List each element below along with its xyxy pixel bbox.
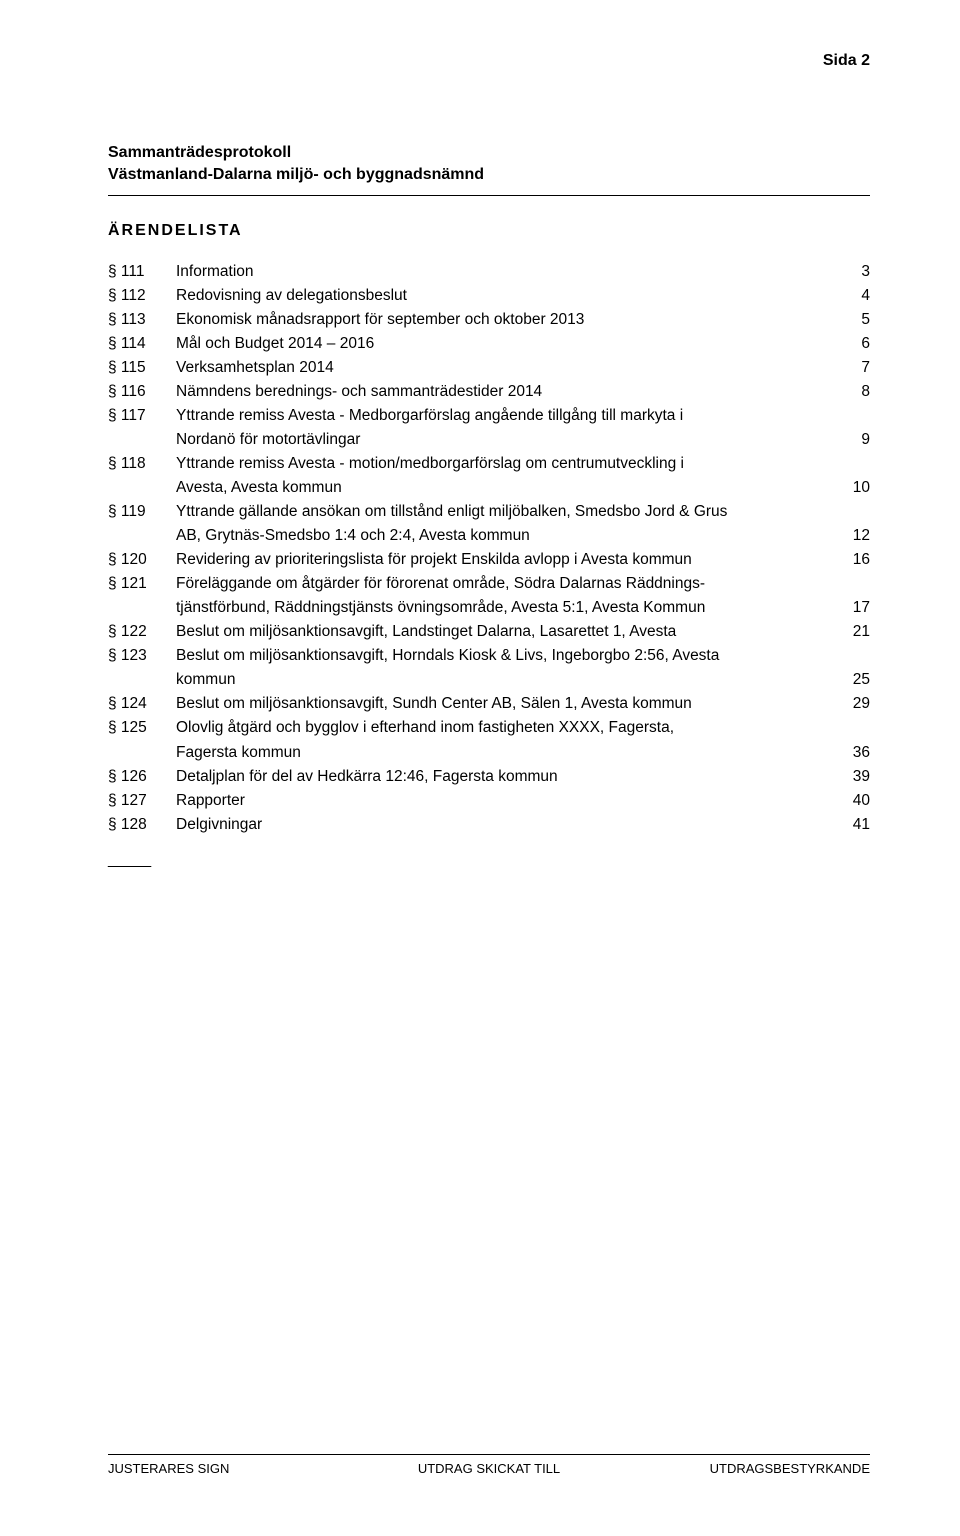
item-page: 39: [838, 765, 870, 789]
page-footer: JUSTERARES SIGN UTDRAG SKICKAT TILL UTDR…: [108, 1454, 870, 1476]
item-section: § 116: [108, 380, 176, 404]
list-item: § 114Mål och Budget 2014 – 20166: [108, 332, 870, 356]
item-section: § 122: [108, 620, 176, 644]
list-item: § 126Detaljplan för del av Hedkärra 12:4…: [108, 765, 870, 789]
item-text: Olovlig åtgärd och bygglov i efterhand i…: [176, 716, 838, 740]
item-page: 5: [838, 308, 870, 332]
item-text: Föreläggande om åtgärder för förorenat o…: [176, 572, 838, 596]
item-text: tjänstförbund, Räddningstjänsts övningso…: [176, 596, 838, 620]
item-text: Fagersta kommun: [176, 741, 838, 765]
page-number: Sida 2: [823, 52, 870, 70]
item-section: § 124: [108, 692, 176, 716]
list-item: § 111Information3: [108, 260, 870, 284]
footer-row: JUSTERARES SIGN UTDRAG SKICKAT TILL UTDR…: [108, 1461, 870, 1476]
item-page: 17: [838, 596, 870, 620]
list-item: § 127Rapporter40: [108, 789, 870, 813]
list-item: § 124Beslut om miljösanktionsavgift, Sun…: [108, 692, 870, 716]
item-text: Revidering av prioriteringslista för pro…: [176, 548, 838, 572]
item-text: Beslut om miljösanktionsavgift, Sundh Ce…: [176, 692, 838, 716]
item-text: Nämndens berednings- och sammanträdestid…: [176, 380, 838, 404]
item-section: § 119: [108, 500, 176, 524]
item-page: 40: [838, 789, 870, 813]
list-item: § 113Ekonomisk månadsrapport för septemb…: [108, 308, 870, 332]
item-text: Redovisning av delegationsbeslut: [176, 284, 838, 308]
list-item: § 123Beslut om miljösanktionsavgift, Hor…: [108, 644, 870, 668]
footer-left: JUSTERARES SIGN: [108, 1461, 362, 1476]
item-section: § 114: [108, 332, 176, 356]
item-page: 29: [838, 692, 870, 716]
list-item-continuation: AB, Grytnäs-Smedsbo 1:4 och 2:4, Avesta …: [108, 524, 870, 548]
list-item-continuation: Avesta, Avesta kommun10: [108, 476, 870, 500]
list-item-continuation: Fagersta kommun36: [108, 741, 870, 765]
list-item: § 128Delgivningar41: [108, 813, 870, 837]
item-section: § 128: [108, 813, 176, 837]
list-item: § 115Verksamhetsplan 20147: [108, 356, 870, 380]
list-item-continuation: tjänstförbund, Räddningstjänsts övningso…: [108, 596, 870, 620]
list-item: § 112Redovisning av delegationsbeslut4: [108, 284, 870, 308]
header-line-2: Västmanland-Dalarna miljö- och byggnadsn…: [108, 164, 870, 186]
item-section: § 127: [108, 789, 176, 813]
item-section: § 111: [108, 260, 176, 284]
item-text: Avesta, Avesta kommun: [176, 476, 838, 500]
item-text: Beslut om miljösanktionsavgift, Landstin…: [176, 620, 838, 644]
list-item-continuation: kommun25: [108, 668, 870, 692]
item-text: Information: [176, 260, 838, 284]
item-page: 8: [838, 380, 870, 404]
item-text: Yttrande remiss Avesta - Medborgarförsla…: [176, 404, 838, 428]
item-page: 25: [838, 668, 870, 692]
item-section: § 120: [108, 548, 176, 572]
item-text: Beslut om miljösanktionsavgift, Horndals…: [176, 644, 838, 668]
item-section: § 121: [108, 572, 176, 596]
item-text: kommun: [176, 668, 838, 692]
document-page: Sida 2 Sammanträdesprotokoll Västmanland…: [0, 0, 960, 1536]
item-text: AB, Grytnäs-Smedsbo 1:4 och 2:4, Avesta …: [176, 524, 838, 548]
item-section: § 113: [108, 308, 176, 332]
item-section: § 123: [108, 644, 176, 668]
header-line-1: Sammanträdesprotokoll: [108, 142, 870, 164]
item-text: Nordanö för motortävlingar: [176, 428, 838, 452]
item-section: § 126: [108, 765, 176, 789]
footer-rule: [108, 1454, 870, 1455]
list-item: § 116Nämndens berednings- och sammanträd…: [108, 380, 870, 404]
item-page: 9: [838, 428, 870, 452]
item-page: 21: [838, 620, 870, 644]
item-text: Mål och Budget 2014 – 2016: [176, 332, 838, 356]
list-item: § 125Olovlig åtgärd och bygglov i efterh…: [108, 716, 870, 740]
item-section: § 112: [108, 284, 176, 308]
item-page: 41: [838, 813, 870, 837]
signature-line: _____: [108, 851, 870, 869]
list-item: § 118Yttrande remiss Avesta - motion/med…: [108, 452, 870, 476]
item-page: 7: [838, 356, 870, 380]
item-section: § 118: [108, 452, 176, 476]
item-text: Yttrande remiss Avesta - motion/medborga…: [176, 452, 838, 476]
item-section: § 115: [108, 356, 176, 380]
item-page: 4: [838, 284, 870, 308]
footer-center: UTDRAG SKICKAT TILL: [362, 1461, 616, 1476]
item-page: 3: [838, 260, 870, 284]
item-section: § 125: [108, 716, 176, 740]
item-text: Rapporter: [176, 789, 838, 813]
item-page: 6: [838, 332, 870, 356]
list-item: § 122Beslut om miljösanktionsavgift, Lan…: [108, 620, 870, 644]
list-item: § 119Yttrande gällande ansökan om tillst…: [108, 500, 870, 524]
arendelista-list: § 111Information3§ 112Redovisning av del…: [108, 260, 870, 836]
item-text: Detaljplan för del av Hedkärra 12:46, Fa…: [176, 765, 838, 789]
item-text: Verksamhetsplan 2014: [176, 356, 838, 380]
item-text: Delgivningar: [176, 813, 838, 837]
item-page: 12: [838, 524, 870, 548]
list-item: § 120Revidering av prioriteringslista fö…: [108, 548, 870, 572]
list-item: § 117Yttrande remiss Avesta - Medborgarf…: [108, 404, 870, 428]
list-item: § 121Föreläggande om åtgärder för förore…: [108, 572, 870, 596]
footer-right: UTDRAGSBESTYRKANDE: [616, 1461, 870, 1476]
item-text: Ekonomisk månadsrapport för september oc…: [176, 308, 838, 332]
document-header: Sammanträdesprotokoll Västmanland-Dalarn…: [108, 142, 870, 185]
item-text: Yttrande gällande ansökan om tillstånd e…: [176, 500, 838, 524]
arendelista-title: ÄRENDELISTA: [108, 222, 870, 240]
item-page: 16: [838, 548, 870, 572]
item-section: § 117: [108, 404, 176, 428]
list-item-continuation: Nordanö för motortävlingar9: [108, 428, 870, 452]
item-page: 36: [838, 741, 870, 765]
header-rule: [108, 195, 870, 196]
item-page: 10: [838, 476, 870, 500]
